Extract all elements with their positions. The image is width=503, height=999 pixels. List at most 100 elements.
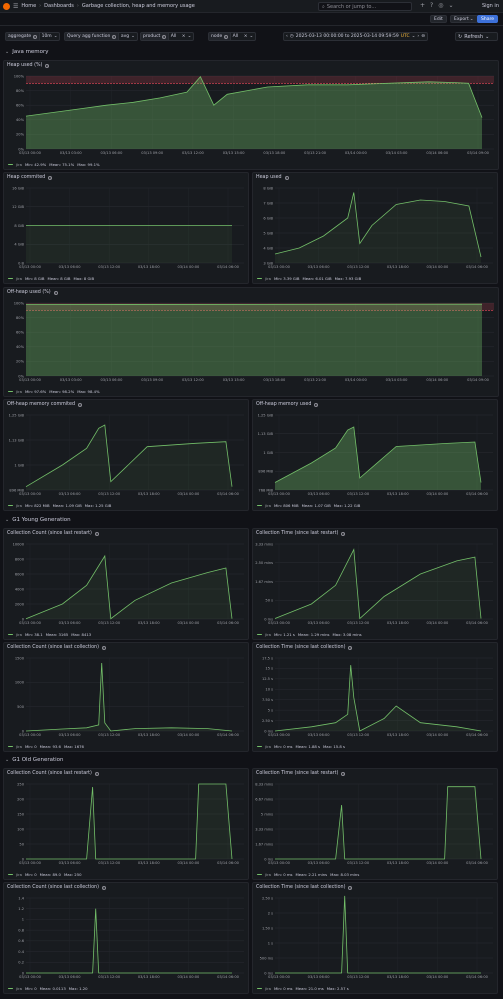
x-tick-label: 03/13 12:00 [98, 265, 121, 269]
series-area [275, 895, 481, 973]
search-input[interactable]: ⌕ Search or jump to... [318, 2, 412, 11]
edit-button[interactable]: Edit [430, 15, 447, 23]
zoom-out-icon[interactable]: ⊖ [421, 34, 426, 39]
y-tick-label: 4 GiB [14, 243, 24, 247]
chevron-left-icon[interactable]: ‹ [286, 34, 288, 39]
help-icon[interactable]: ? [430, 2, 434, 9]
y-tick-label: 896 MiB [258, 470, 273, 474]
panel-legend[interactable]: jira Min: 0 Mean: 93.6 Max: 1676 [8, 744, 84, 749]
x-tick-label: 03/14 00:00 [426, 621, 449, 625]
series-area [26, 663, 232, 731]
chevron-down-icon: ⌄ [187, 34, 192, 39]
x-tick-label: 03/13 06:00 [59, 975, 82, 979]
legend-mean: Mean: 1.88 s [295, 744, 321, 749]
panel-young_time_coll[interactable]: Collection Time (since last collection) i… [252, 642, 498, 752]
close-icon[interactable]: × [243, 34, 248, 39]
x-tick-label: 03/14 06:00 [217, 621, 240, 625]
plus-icon[interactable]: + [420, 2, 426, 9]
chevron-down-icon: ⌄ [485, 33, 490, 40]
y-tick-label: 1 GiB [14, 463, 24, 467]
panel-legend[interactable]: jira Min: 0 ms Mean: 21.0 ms Max: 2.57 s [257, 986, 349, 991]
grafana-logo-icon[interactable] [3, 2, 10, 10]
info-icon: i [348, 885, 353, 890]
y-tick-label: 1500 [15, 656, 25, 660]
time-range-picker[interactable]: ‹ ◷ 2025-03-13 00:00:00 to 2025-03-14 09… [283, 32, 429, 41]
row-title: G1 Old Generation [12, 757, 64, 763]
legend-max: Max: 98.4% [77, 389, 100, 394]
x-tick-label: 03/14 00:00 [426, 492, 449, 496]
row-java-memory[interactable]: ⌄ Java memory [5, 47, 49, 57]
share-button[interactable]: Share [477, 15, 498, 23]
panel-offheap_used[interactable]: Off-heap memory used i 1.25 GiB 1.13 GiB 1 G… [252, 399, 498, 511]
legend-min: Min: 3.39 GiB [274, 276, 300, 281]
y-tick-label: 15 s [265, 667, 273, 671]
panel-legend[interactable]: jira Min: 97.6% Mean: 98.2% Max: 98.4% [8, 389, 100, 394]
y-tick-label: 250 [17, 782, 25, 786]
var-node[interactable]: node i All × ⌄ [208, 32, 257, 41]
refresh-button[interactable]: ↻ Refresh ⌄ [455, 32, 498, 41]
sign-in-link[interactable]: Sign in [481, 3, 499, 9]
chevron-right-icon[interactable]: › [417, 34, 420, 39]
panel-young_time_restart[interactable]: Collection Time (since last restart) i 3.3… [252, 528, 498, 640]
var-aggregate[interactable]: aggregate i 10m ⌄ [5, 32, 61, 41]
panel-legend[interactable]: jira Min: 0 ms Mean: 1.88 s Max: 15.8 s [257, 744, 345, 749]
y-tick-label: 1 s [268, 941, 273, 945]
y-tick-label: 8 GiB [14, 224, 24, 228]
legend-swatch [257, 504, 262, 507]
menu-icon[interactable]: ☰ [13, 2, 19, 10]
panel-offheap_pct[interactable]: Off-heap used (%) i 100% 80% 60% 40% 20% 0% 03/1… [3, 287, 499, 397]
x-tick-label: 03/13 12:00 [347, 492, 370, 496]
panel-legend[interactable]: jira Min: 0 Mean: 0.0113 Max: 1.20 [8, 986, 88, 991]
info-icon: i [101, 645, 106, 650]
x-tick-label: 03/14 00:00 [177, 733, 200, 737]
panel-legend[interactable]: jira Min: 0 Mean: 89.0 Max: 250 [8, 872, 82, 877]
panel-legend[interactable]: jira Min: 38.1 Mean: 3165 Max: 8413 [8, 632, 91, 637]
panel-legend[interactable]: jira Min: 3.39 GiB Mean: 6.01 GiB Max: 7.93… [257, 276, 361, 281]
x-tick-label: 03/14 00:00 [426, 975, 449, 979]
panel-legend[interactable]: jira Min: 42.9% Mean: 75.1% Max: 99.1% [8, 162, 100, 167]
panel-old_cnt_restart[interactable]: Collection Count (since last restart) i 25… [3, 768, 249, 880]
var-product[interactable]: product i All × ⌄ [140, 32, 195, 41]
y-tick-label: 100 [17, 827, 25, 831]
legend-swatch [257, 633, 262, 636]
panel-legend[interactable]: jira Min: 822 MiB Mean: 1.09 GiB Max: 1.25 … [8, 503, 111, 508]
panel-heap_pct[interactable]: Heap used (%) i 100% 80% 60% 40% 20% 0% 03/13 00… [3, 60, 499, 170]
row-g1-old[interactable]: ⌄ G1 Old Generation [5, 755, 64, 765]
panel-legend[interactable]: jira Min: 806 MiB Mean: 1.07 GiB Max: 1.22 … [257, 503, 360, 508]
legend-max: Max: 15.8 s [323, 744, 345, 749]
y-tick-label: 60% [16, 331, 25, 335]
panel-title-text: Collection Time (since last restart) [256, 771, 339, 776]
chart-young_cnt_coll: 1500 1000 500 003/13 00:00 03/13 06:00 03/13 … [15, 656, 244, 737]
breadcrumb-home[interactable]: Home [21, 3, 37, 9]
news-icon[interactable]: ◎ [438, 2, 444, 9]
panel-old_time_restart[interactable]: Collection Time (since last restart) i 8.3… [252, 768, 498, 880]
y-tick-label: 5 s [268, 708, 273, 712]
y-tick-label: 896 MiB [9, 488, 24, 492]
panel-legend[interactable]: jira Min: 1.21 s Mean: 1.29 mins Max: 3.08 … [257, 632, 362, 637]
panel-offheap_committed[interactable]: Off-heap memory commited i 1.25 GiB 1.13 Gi… [3, 399, 249, 511]
series-line-jira [25, 424, 233, 488]
panel-heap_used[interactable]: Heap used i 8 GiB 7 GiB 6 GiB 5 GiB 4 GiB 3 GiB… [252, 172, 498, 284]
x-tick-label: 03/13 18:00 [138, 733, 161, 737]
x-tick-label: 03/14 00:00 [177, 861, 200, 865]
panel-title-text: Heap commited [7, 175, 46, 180]
panel-legend[interactable]: jira Min: 8 GiB Mean: 8 GiB Max: 8 GiB [8, 276, 94, 281]
panel-young_cnt_coll[interactable]: Collection Count (since last collection)… [3, 642, 249, 752]
panel-young_cnt_restart[interactable]: Collection Count (since last restart) i 10… [3, 528, 249, 640]
legend-mean: Mean: 8 GiB [47, 276, 71, 281]
close-icon[interactable]: × [181, 34, 186, 39]
breadcrumb-dashboards[interactable]: Dashboards [44, 3, 74, 9]
export-button[interactable]: Export ⌄ [450, 15, 478, 23]
row-g1-young[interactable]: ⌄ G1 Young Generation [5, 515, 71, 525]
panel-legend[interactable]: jira Min: 0 ms Mean: 2.21 mins Max: 8.03 mi… [257, 872, 359, 877]
chevron-down-icon[interactable]: ⌄ [448, 2, 454, 9]
var-query-agg-function[interactable]: Query agg function i avg ⌄ [64, 32, 138, 41]
legend-mean: Mean: 1.09 GiB [52, 503, 82, 508]
panel-old_time_coll[interactable]: Collection Time (since last collection) i… [252, 882, 498, 994]
share-label: Share [481, 16, 494, 22]
x-tick-label: 03/13 18:00 [387, 975, 410, 979]
panel-old_cnt_coll[interactable]: Collection Count (since last collection)… [3, 882, 249, 994]
x-tick-label: 03/13 06:00 [101, 151, 124, 155]
